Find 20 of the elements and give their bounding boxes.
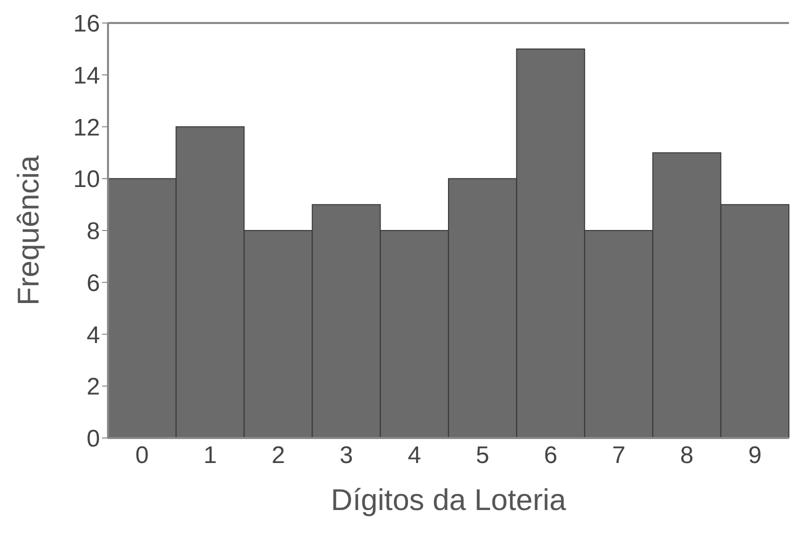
x-tick-label: 1 bbox=[203, 442, 217, 470]
x-tick-label: 8 bbox=[680, 442, 694, 470]
x-tick-label: 7 bbox=[612, 442, 626, 470]
x-tick-label: 9 bbox=[748, 442, 762, 470]
y-tick-label: 2 bbox=[86, 374, 100, 401]
x-tick-label: 2 bbox=[272, 442, 285, 470]
y-tick-label: 10 bbox=[73, 166, 100, 194]
y-tick-label: 12 bbox=[73, 114, 100, 142]
x-tick-label: 4 bbox=[408, 442, 422, 470]
x-tick-label: 6 bbox=[544, 442, 558, 470]
x-tick-label: 0 bbox=[135, 442, 149, 470]
y-tick-label: 6 bbox=[86, 270, 100, 297]
y-axis-title: Frequência bbox=[12, 155, 46, 306]
x-tick-label: 5 bbox=[476, 442, 490, 470]
y-tick-label: 14 bbox=[73, 62, 100, 90]
x-axis-title: Dígitos da Loteria bbox=[330, 484, 566, 517]
y-tick-label: 16 bbox=[73, 10, 100, 38]
y-tick-label: 4 bbox=[86, 322, 100, 349]
x-tick-label: 3 bbox=[340, 442, 354, 470]
y-tick-label: 8 bbox=[86, 218, 100, 246]
